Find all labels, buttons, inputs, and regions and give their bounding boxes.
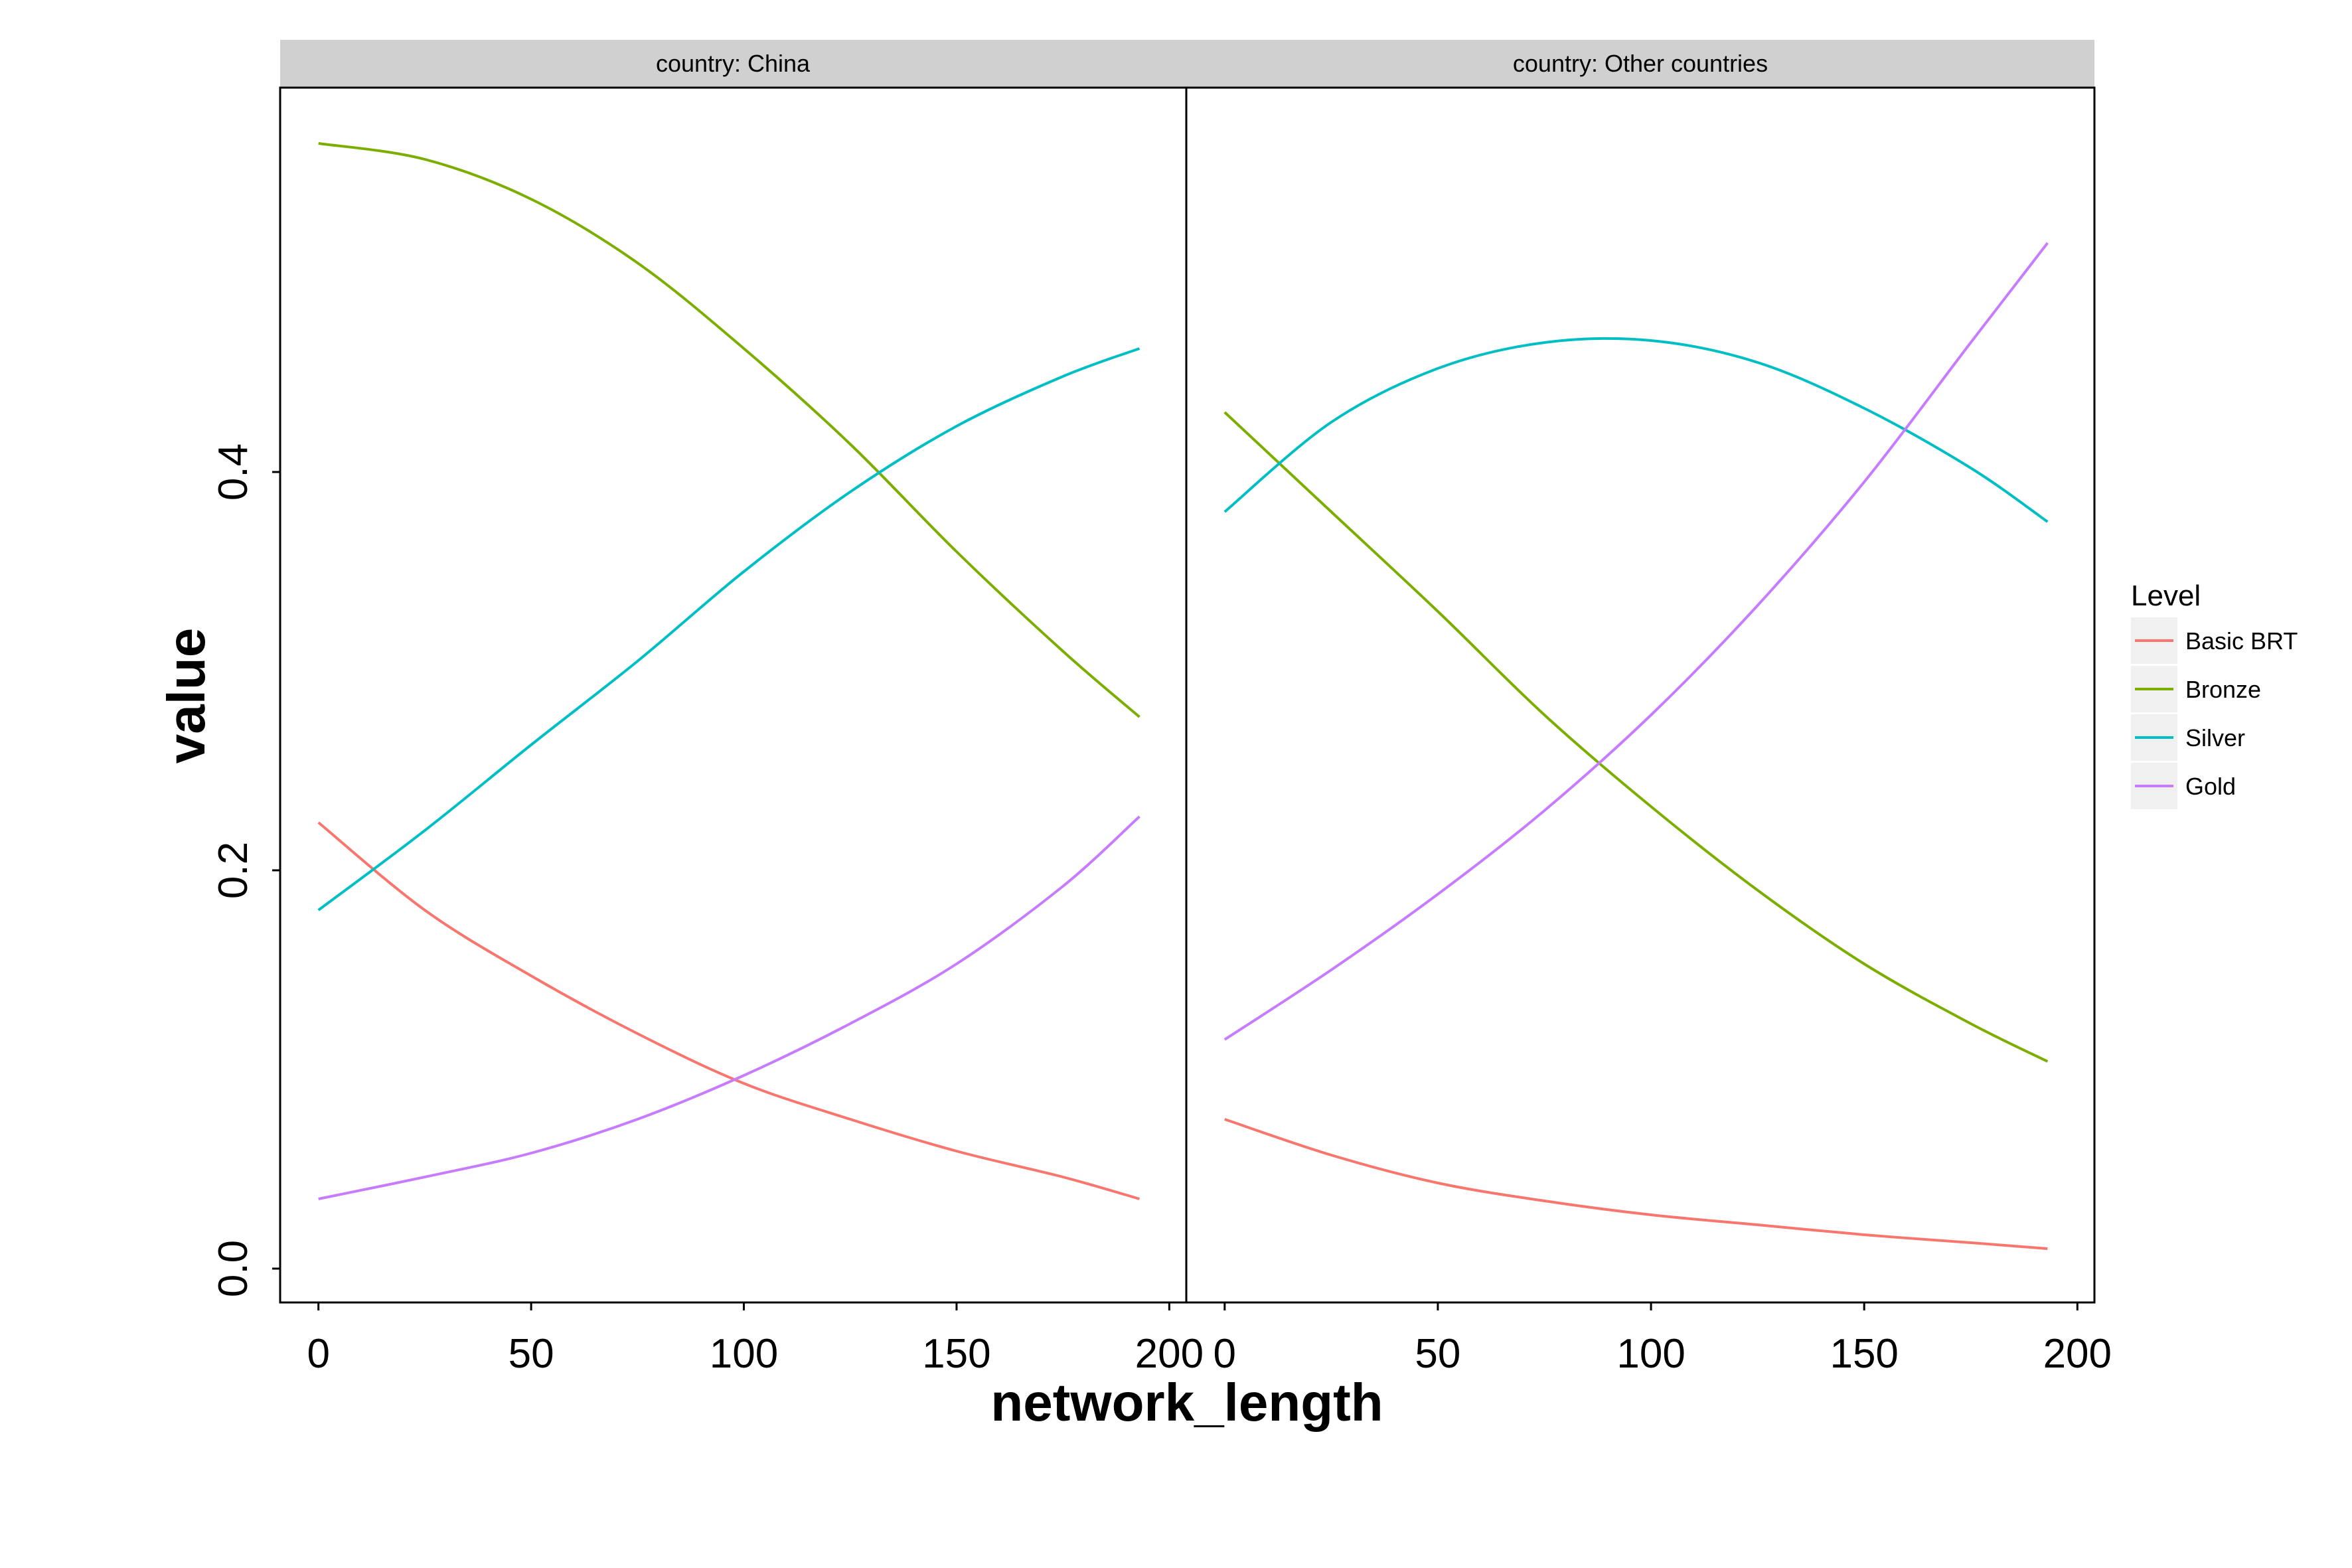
x-tick-label: 50 (1415, 1331, 1460, 1377)
series-line-gold (318, 815, 1140, 1200)
series-group-china (317, 142, 1140, 1200)
x-tick-label: 200 (1135, 1331, 1204, 1377)
panel-border-other-countries (1185, 86, 2096, 1304)
y-tick-label: 0.2 (210, 842, 256, 899)
legend-label-silver: Silver (2185, 724, 2245, 751)
y-tick-label: 0.4 (210, 443, 256, 501)
strip-china (280, 40, 1186, 88)
x-axis-china: 0 50 100 150 200 (307, 1302, 1204, 1377)
x-tick-label: 0 (307, 1331, 329, 1377)
legend-title: Level (2131, 580, 2201, 612)
legend-items: Basic BRT Bronze Silver Gold (2131, 617, 2298, 809)
x-axis-other-countries: 0 50 100 150 200 (1214, 1302, 2112, 1377)
x-tick-label: 100 (1616, 1331, 1685, 1377)
x-tick-label: 200 (2043, 1331, 2112, 1377)
series-line-silver (317, 347, 1140, 911)
strip-other-countries (1186, 40, 2094, 88)
series-line-bronze (318, 142, 1140, 718)
panel-china: country: China (279, 40, 1188, 1304)
legend-label-gold: Gold (2185, 773, 2236, 800)
series-line-basic-brt (317, 821, 1140, 1200)
strip-label-china: country: China (656, 50, 811, 77)
y-axis-title: value (157, 628, 216, 764)
y-tick-label: 0.0 (210, 1240, 256, 1297)
series-line-basic-brt (1224, 1118, 2048, 1250)
x-tick-label: 0 (1214, 1331, 1236, 1377)
series-line-bronze (1223, 411, 2049, 1063)
x-tick-label: 150 (1830, 1331, 1898, 1377)
x-tick-label: 150 (922, 1331, 990, 1377)
y-axis: 0.0 0.2 0.4 (210, 443, 280, 1297)
panel-other-countries: country: Other countries (1185, 40, 2096, 1304)
series-line-gold (1223, 242, 2049, 1041)
strip-label-other-countries: country: Other countries (1513, 50, 1768, 77)
x-tick-label: 50 (509, 1331, 554, 1377)
series-line-silver (1223, 337, 2049, 523)
series-group-other-countries (1223, 242, 2049, 1250)
x-axis-title: network_length (990, 1373, 1383, 1432)
legend: Level Basic BRT Bronze Silver Gold (2131, 580, 2298, 809)
x-tick-label: 100 (710, 1331, 778, 1377)
legend-label-bronze: Bronze (2185, 676, 2261, 703)
legend-label-basic-brt: Basic BRT (2185, 627, 2298, 655)
